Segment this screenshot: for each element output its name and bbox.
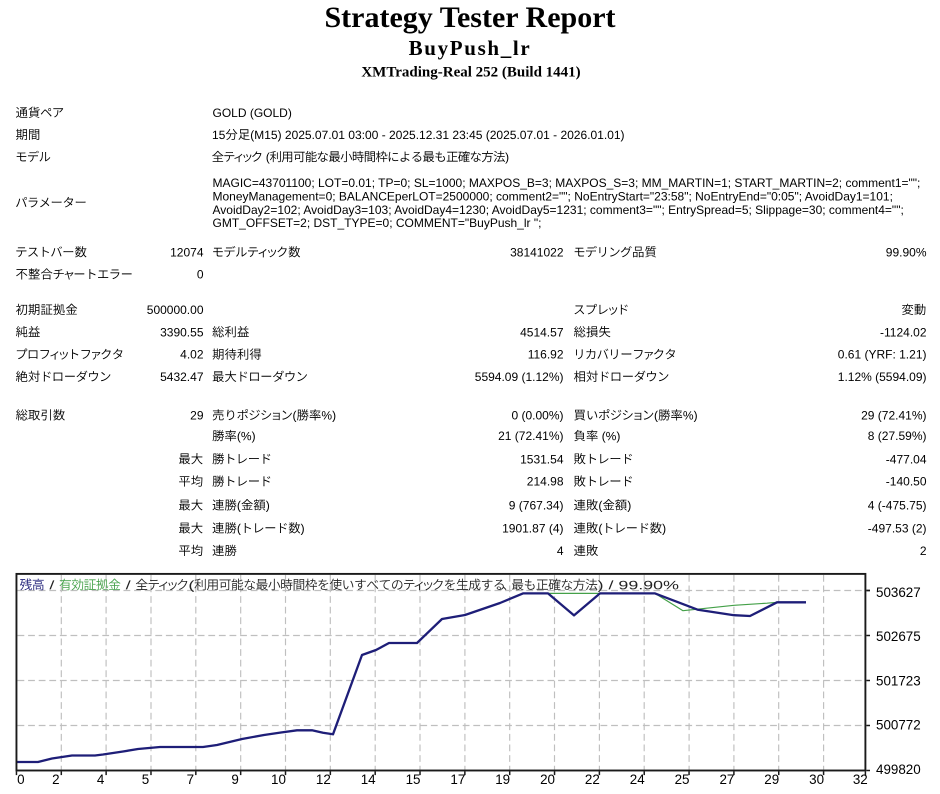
svg-text:503627: 503627 (876, 585, 921, 600)
svg-text:2: 2 (52, 772, 59, 787)
svg-text:32: 32 (853, 772, 868, 787)
svg-text:AvoidDay2=102; AvoidDay3=103;: AvoidDay2=102; AvoidDay3=103; AvoidDay4=… (213, 203, 904, 217)
svg-text:-1124.02: -1124.02 (880, 325, 927, 339)
svg-text:0 (0.00%): 0 (0.00%) (511, 409, 563, 423)
svg-text:14: 14 (361, 772, 376, 787)
svg-text:4514.57: 4514.57 (520, 325, 564, 339)
svg-text:502675: 502675 (876, 629, 921, 644)
svg-text:29 (72.41%): 29 (72.41%) (861, 409, 926, 423)
svg-text:30: 30 (809, 772, 824, 787)
svg-text:19: 19 (495, 772, 510, 787)
svg-text:9: 9 (231, 772, 238, 787)
svg-text:27: 27 (719, 772, 734, 787)
svg-text:2: 2 (920, 544, 927, 558)
svg-text:-477.04: -477.04 (886, 452, 927, 466)
svg-text:0: 0 (17, 772, 24, 787)
svg-text:24: 24 (630, 772, 645, 787)
svg-text:499820: 499820 (876, 762, 921, 777)
svg-text:4.02: 4.02 (180, 348, 204, 362)
svg-text:MAGIC=43701100; LOT=0.01; TP=0: MAGIC=43701100; LOT=0.01; TP=0; SL=1000;… (213, 176, 921, 190)
svg-text:4: 4 (97, 772, 105, 787)
svg-text:0.61 (YRF: 1.21): 0.61 (YRF: 1.21) (838, 348, 927, 362)
svg-text:MoneyManagement=0; BALANCEperL: MoneyManagement=0; BALANCEperLOT=2500000… (213, 189, 893, 203)
svg-text:1901.87 (4): 1901.87 (4) (502, 522, 563, 536)
svg-text:GOLD (GOLD): GOLD (GOLD) (213, 106, 292, 120)
svg-text:25: 25 (675, 772, 690, 787)
svg-text:20: 20 (540, 772, 555, 787)
svg-text:214.98: 214.98 (527, 475, 564, 489)
svg-text:8 (27.59%): 8 (27.59%) (868, 429, 927, 443)
svg-text:3390.55: 3390.55 (160, 325, 204, 339)
svg-text:0: 0 (197, 268, 204, 282)
svg-text:501723: 501723 (876, 673, 921, 688)
svg-text:22: 22 (585, 772, 600, 787)
svg-text:10: 10 (271, 772, 286, 787)
svg-text:1.12% (5594.09): 1.12% (5594.09) (838, 370, 927, 384)
svg-text:12074: 12074 (170, 245, 204, 259)
svg-text:21 (72.41%): 21 (72.41%) (498, 429, 563, 443)
svg-text:12: 12 (316, 772, 331, 787)
svg-text:-497.53 (2): -497.53 (2) (868, 522, 927, 536)
svg-text:4 (-475.75): 4 (-475.75) (868, 499, 927, 513)
svg-text:BuyPush_lr: BuyPush_lr (409, 36, 532, 60)
svg-text:500000.00: 500000.00 (147, 303, 204, 317)
svg-text:7: 7 (187, 772, 194, 787)
svg-text:4: 4 (557, 544, 564, 558)
svg-text:5: 5 (142, 772, 149, 787)
svg-text:Strategy Tester Report: Strategy Tester Report (324, 1, 615, 34)
svg-text:9 (767.34): 9 (767.34) (509, 499, 564, 513)
svg-text:-140.50: -140.50 (886, 475, 927, 489)
svg-text:116.92: 116.92 (528, 348, 564, 362)
svg-text:99.90%: 99.90% (886, 245, 927, 259)
svg-text:15: 15 (406, 772, 421, 787)
svg-text:500772: 500772 (876, 718, 921, 733)
svg-text:XMTrading-Real 252 (Build 1441: XMTrading-Real 252 (Build 1441) (361, 65, 580, 81)
svg-text:1531.54: 1531.54 (520, 452, 564, 466)
svg-text:29: 29 (190, 409, 204, 423)
svg-text:38141022: 38141022 (510, 245, 564, 259)
svg-text:GMT_OFFSET=2; DST_TYPE=0; COMM: GMT_OFFSET=2; DST_TYPE=0; COMMENT="BuyPu… (213, 216, 542, 230)
svg-text:17: 17 (450, 772, 465, 787)
svg-text:29: 29 (764, 772, 779, 787)
svg-text:5594.09 (1.12%): 5594.09 (1.12%) (475, 370, 564, 384)
svg-text:5432.47: 5432.47 (160, 370, 204, 384)
